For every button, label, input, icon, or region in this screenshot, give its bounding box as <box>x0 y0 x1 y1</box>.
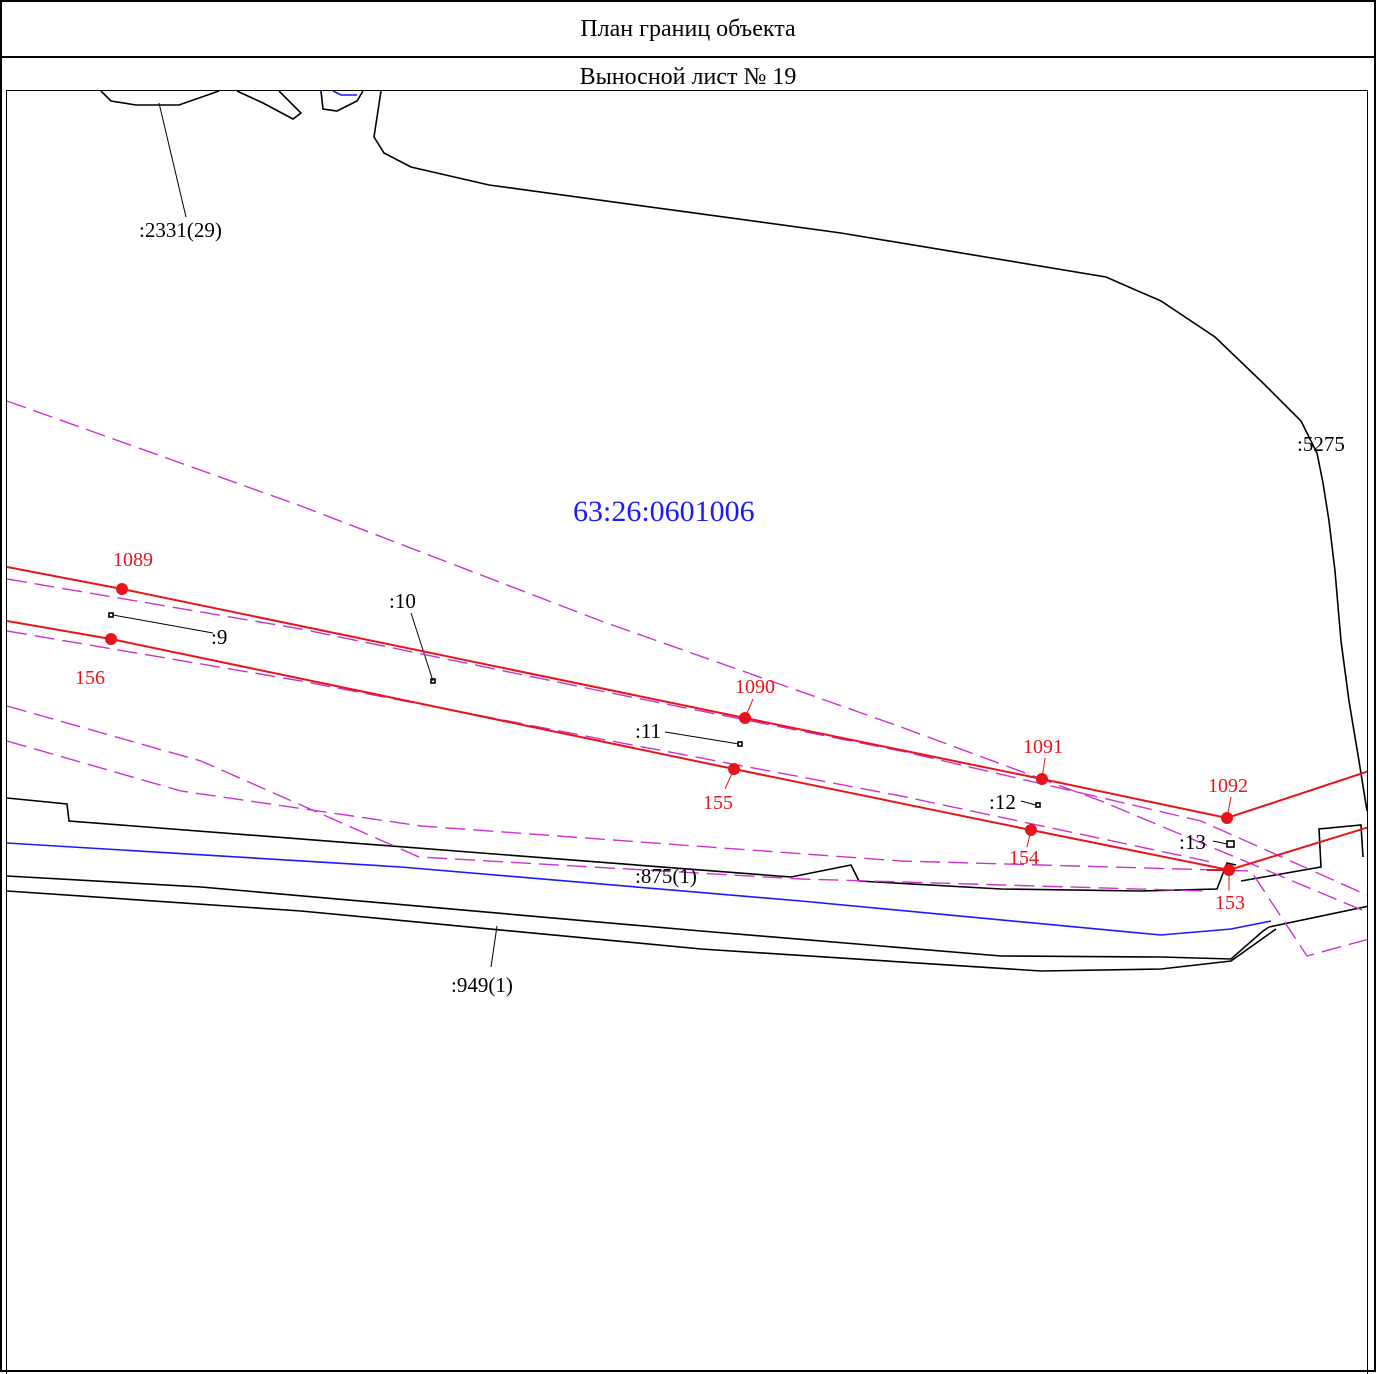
point-label-154: 154 <box>1009 847 1039 869</box>
parcel-label-10: :10 <box>389 589 416 613</box>
parcel-label-9: :9 <box>211 625 227 649</box>
point-leaders <box>724 698 1232 891</box>
map-area[interactable]: 1089 1090 1091 1092 156 155 154 153 :233… <box>6 90 1368 1374</box>
leader-lines <box>112 102 1228 968</box>
parcel-12-marker <box>1035 802 1041 808</box>
parcel-13-outline <box>1240 824 1364 882</box>
point-labels: 1089 1090 1091 1092 156 155 154 153 <box>75 549 1248 914</box>
parcel-9-marker <box>108 612 114 618</box>
point-label-1092: 1092 <box>1208 775 1248 797</box>
parcel-949-lower <box>7 890 1277 972</box>
parcel-875-outline <box>7 797 1237 892</box>
parcel-label-949: :949(1) <box>451 973 513 997</box>
sheet-number: Выносной лист № 19 <box>579 64 797 90</box>
point-label-156: 156 <box>75 667 105 689</box>
zone-line-3 <box>7 630 1217 864</box>
parcel-label-5275: :5275 <box>1297 432 1345 456</box>
boundary-line-south <box>7 620 1367 872</box>
parcel-5275-outline <box>373 91 1367 812</box>
point-label-155: 155 <box>703 792 733 814</box>
parcel-edge-right <box>1268 905 1367 928</box>
parcel-10-marker <box>430 678 436 684</box>
zone-line-5 <box>7 740 1367 957</box>
zone-line-1 <box>7 400 1367 913</box>
parcel-labels: :2331(29) :5275 :10 :9 :11 :12 :13 :875(… <box>139 218 1345 997</box>
water-fragment <box>332 91 357 96</box>
point-label-153: 153 <box>1215 892 1245 914</box>
parcel-label-2331: :2331(29) <box>139 218 222 242</box>
boundary-line-north <box>7 566 1367 820</box>
parcel-outline-small-a <box>236 91 303 120</box>
point-156-marker[interactable] <box>105 633 117 645</box>
cadastral-block-number: 63:26:0601006 <box>573 495 755 528</box>
zone-lines <box>7 400 1367 957</box>
parcel-outline-small-b <box>320 91 364 112</box>
parcel-2331-outline <box>100 91 220 106</box>
boundary-points <box>105 583 1235 876</box>
zone-line-4 <box>7 705 1207 892</box>
parcel-13-marker <box>1226 840 1235 848</box>
point-1089-marker[interactable] <box>116 583 128 595</box>
zone-line-2 <box>7 578 1367 896</box>
plan-title: План границ объекта <box>0 0 1376 58</box>
cadastral-block-boundary <box>7 842 1272 936</box>
point-label-1091: 1091 <box>1023 736 1063 758</box>
point-label-1089: 1089 <box>113 549 153 571</box>
map-svg: 1089 1090 1091 1092 156 155 154 153 :233… <box>7 91 1367 997</box>
point-label-1090: 1090 <box>735 676 775 698</box>
parcel-label-12: :12 <box>989 790 1016 814</box>
object-boundary <box>7 566 1367 872</box>
parcel-949-upper <box>7 875 1270 960</box>
parcel-label-875: :875(1) <box>635 864 697 888</box>
parcel-label-13: :13 <box>1179 830 1206 854</box>
parcel-label-11: :11 <box>635 719 661 743</box>
